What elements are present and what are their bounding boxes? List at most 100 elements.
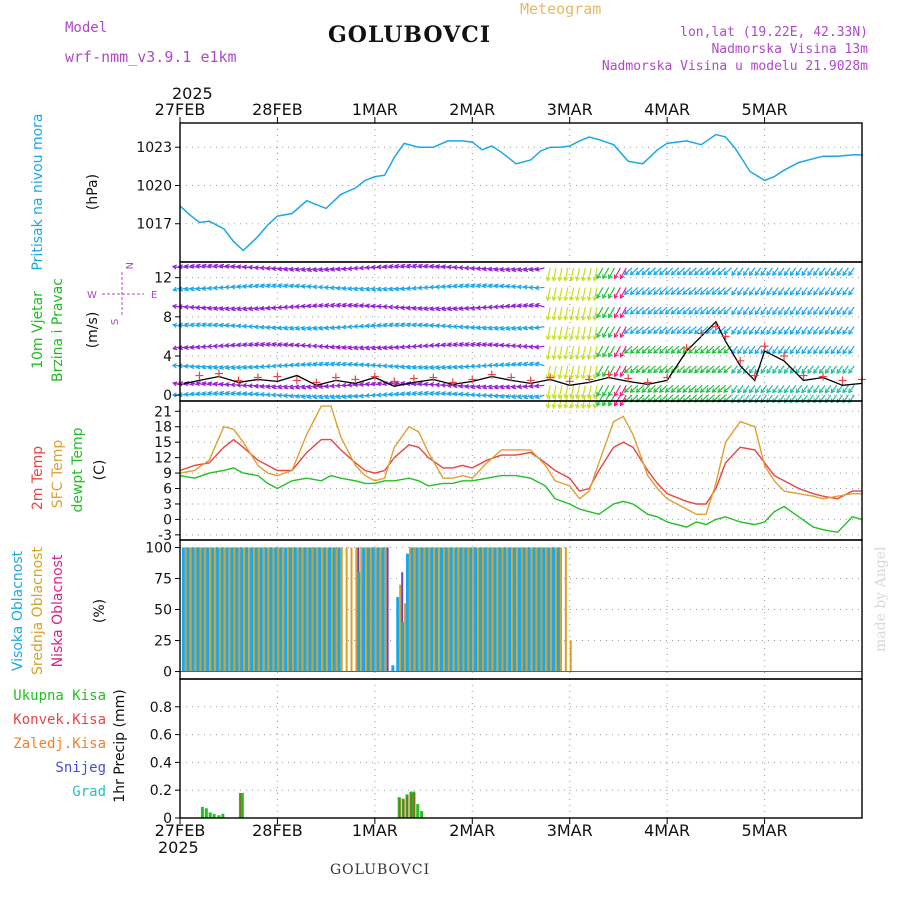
y-tick-label: 25: [154, 634, 172, 650]
wind-arrow-head: [370, 345, 377, 351]
wind-arrow-head: [653, 290, 658, 295]
precip-bar-total: [217, 815, 221, 818]
wind-arrow: [711, 384, 721, 393]
wind-arrow-head: [569, 315, 575, 321]
data-layer: [171, 133, 866, 818]
wind-arrow: [576, 326, 581, 340]
wind-arrow-head: [189, 286, 195, 292]
wind-arrow-head: [602, 313, 607, 319]
wind-arrow-head: [183, 286, 189, 292]
wind-arrow: [749, 267, 756, 276]
wind-arrow-head: [435, 365, 441, 370]
wind-arrow-head: [242, 264, 248, 270]
wind-arrow-head: [224, 263, 230, 269]
wind-arrow-head: [574, 335, 581, 341]
cloud-bar-high: [211, 547, 215, 672]
wind-arrow: [635, 267, 645, 276]
wind-arrow: [789, 345, 797, 354]
wind-arrow-head: [723, 368, 729, 374]
wind-arrow-head: [493, 283, 499, 289]
wind-arrow: [547, 346, 551, 360]
x-tick-label-bottom: 27FEB: [155, 821, 206, 840]
wind-arrow-head: [743, 329, 748, 335]
y-tick-label: 75: [154, 571, 172, 587]
wind-arrow: [593, 306, 598, 320]
wind-arrow: [772, 345, 779, 354]
wind-arrow-head: [423, 381, 429, 387]
wind-arrow-head: [306, 384, 312, 390]
wind-arrow-head: [399, 286, 406, 292]
elevation-label: Nadmorska Visina 13m: [711, 42, 868, 57]
wind-arrow: [630, 345, 639, 354]
wind-arrow: [676, 306, 686, 315]
wind-arrow-head: [813, 310, 818, 316]
wind-arrow-head: [335, 344, 341, 350]
wind-arrow: [700, 287, 709, 295]
wind-arrow-head: [411, 343, 417, 349]
wind-arrow-head: [511, 325, 517, 331]
y-tick-label: 8: [163, 310, 172, 326]
wind-arrow: [676, 365, 686, 373]
wind-arrow-head: [411, 263, 418, 269]
wind-arrow-head: [406, 263, 412, 269]
wind-arrow: [848, 384, 855, 393]
cloud-bar-mid: [282, 547, 285, 672]
wind-arrow-head: [183, 345, 189, 351]
wind-arrow: [766, 326, 773, 335]
wind-arrow: [848, 306, 855, 315]
wind-arrow-head: [400, 263, 406, 269]
wind-arrow-head: [619, 274, 625, 280]
wind-arrow-head: [824, 349, 830, 355]
wind-arrow-head: [528, 344, 534, 350]
wind-arrow: [653, 384, 662, 393]
wind-arrow-head: [417, 364, 423, 370]
wind-arrow: [582, 326, 586, 340]
wind-arrow-head: [801, 349, 807, 355]
wind-arrow-head: [842, 329, 847, 335]
wind-arrow: [558, 385, 563, 399]
wind-arrow: [676, 345, 686, 354]
wind-arrow: [731, 306, 738, 315]
wind-arrow-head: [300, 325, 306, 331]
wind-arrow-head: [705, 290, 711, 295]
wind-arrow-head: [705, 368, 711, 374]
wind-arrow: [547, 365, 551, 379]
wind-arrow-head: [212, 343, 218, 349]
wind-arrow: [602, 365, 610, 377]
wind-arrow-head: [522, 303, 528, 309]
wind-arrow-head: [464, 364, 470, 370]
wind-arrow-head: [596, 313, 601, 319]
wind-arrow-head: [635, 309, 641, 315]
temp-unit: (C): [92, 460, 108, 481]
wind-arrow: [743, 326, 750, 335]
cloud-bar-high: [410, 547, 414, 672]
wind-arrow: [795, 326, 803, 335]
cloud-bar-high: [332, 547, 336, 672]
wind-arrow-head: [288, 362, 294, 368]
wind-arrow: [587, 326, 592, 340]
cloud-bar-high: [225, 547, 229, 672]
wind-arrow: [836, 326, 843, 335]
cloud-bar-high: [527, 547, 531, 672]
wind-arrow-head: [516, 303, 523, 309]
wind-arrow-head: [789, 271, 795, 277]
wind-arrow: [784, 287, 791, 296]
wind-arrow-head: [464, 305, 470, 311]
y-tick-label: 1023: [136, 140, 172, 156]
wind-arrow-head: [364, 381, 370, 387]
cloud-bar-mid: [365, 547, 368, 672]
wind-arrow-head: [481, 304, 487, 311]
wind-arrow: [723, 267, 732, 276]
wind-arrow-head: [212, 381, 219, 387]
wind-arrow-head: [469, 363, 475, 369]
wind-arrow-head: [676, 290, 682, 295]
wind-arrow-head: [230, 342, 236, 348]
wind-arrow-head: [300, 303, 306, 309]
wind-arrow-head: [458, 305, 464, 311]
wind-arrow-head: [586, 394, 592, 400]
wind-arrow-head: [183, 363, 189, 369]
wind-arrow-head: [364, 362, 370, 368]
wind-arrow-head: [688, 270, 694, 276]
wind-arrow-head: [259, 305, 265, 311]
wind-arrow-head: [201, 364, 207, 370]
